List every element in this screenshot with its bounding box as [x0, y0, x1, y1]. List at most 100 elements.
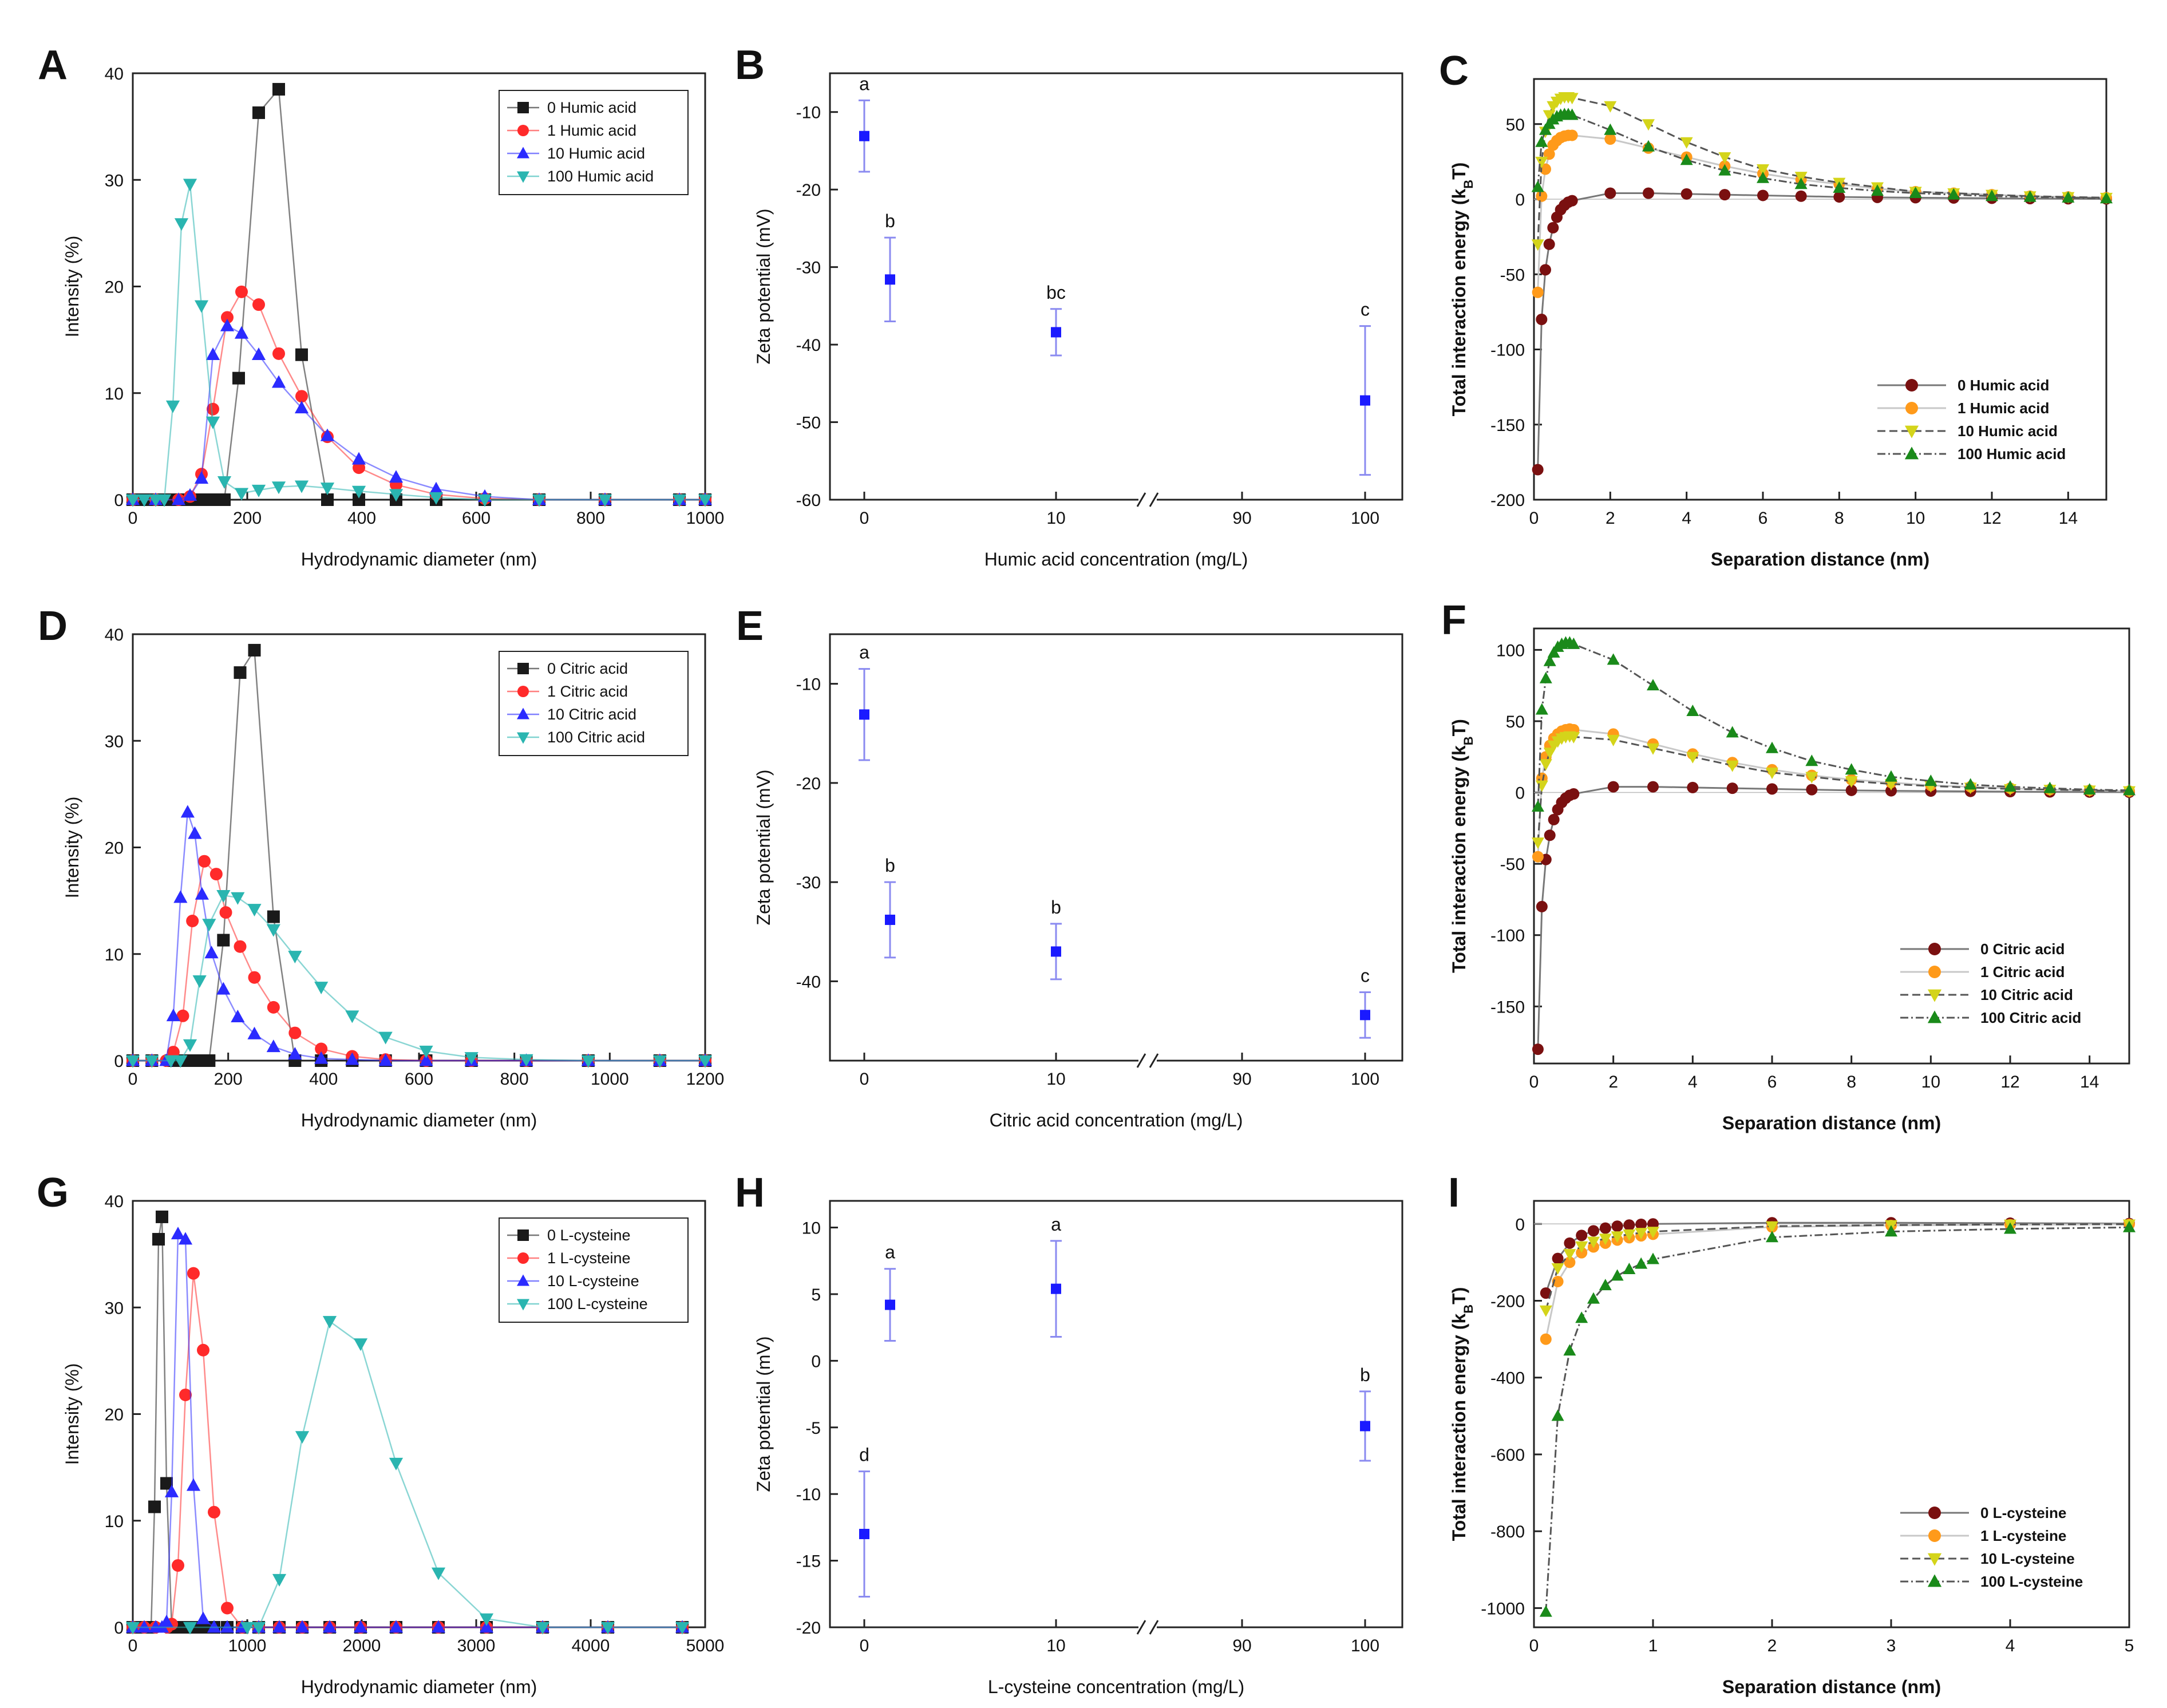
panel-E-point-marker [885, 914, 895, 925]
panel-G-legend-text: 1 L-cysteine [547, 1250, 631, 1267]
panel-D-point [216, 982, 231, 995]
panel-B-ytick-label: -50 [796, 414, 821, 433]
panel-A-legend-text: 0 Humic acid [547, 99, 636, 116]
panel-C-point [1531, 180, 1544, 192]
panel-A-xtick-label: 600 [462, 509, 491, 528]
panel-I-legend-text: 10 L-cysteine [1980, 1550, 2075, 1567]
panel-G-point [159, 1615, 174, 1628]
panel-G-xtick-label: 5000 [686, 1636, 725, 1655]
panel-F-xtick-label: 14 [2080, 1073, 2099, 1092]
panel-D-point [266, 1039, 280, 1053]
panel-C-legend-marker [1905, 402, 1918, 414]
panel-F-legend-text: 10 Citric acid [1980, 986, 2073, 1003]
panel-C-point [1643, 187, 1654, 199]
panel-G-xtick-label: 3000 [457, 1636, 496, 1655]
panel-C-point [1536, 190, 1548, 202]
panel-G-legend-text: 100 L-cysteine [547, 1295, 648, 1312]
panel-F-frame [1533, 627, 2130, 1065]
panel-C-point [1543, 238, 1555, 250]
panel-D-point [195, 887, 209, 900]
panel-I-point [1647, 1252, 1659, 1264]
panel-D-point [519, 1054, 533, 1067]
panel-C-xtick-label: 2 [1606, 509, 1615, 528]
panel-D-ytick-label: 0 [114, 1052, 124, 1071]
panel-D-point [314, 982, 329, 995]
panel-C-point [1535, 135, 1548, 147]
panel-B-xtick-label: 10 [1046, 509, 1065, 528]
panel-F-point [1607, 734, 1620, 746]
panel-D-point [193, 1054, 206, 1067]
panel-D-point [314, 1051, 329, 1064]
panel-G-point [431, 1620, 446, 1633]
panel-I-ytick-label: -800 [1490, 1523, 1525, 1541]
panel-A-ytick-label: 20 [105, 278, 124, 297]
panel-G-point [156, 1210, 168, 1223]
panel-E-xtick-label: 10 [1046, 1070, 1065, 1089]
panel-A-legend-marker [517, 102, 529, 113]
panel-F-point [1766, 741, 1778, 753]
panel-D-point [581, 1055, 595, 1068]
panel-E-ytick-label: -40 [796, 972, 821, 991]
panel-D-legend-marker [517, 686, 529, 697]
panel-F-point [1544, 829, 1556, 841]
panel-G-point [125, 1622, 140, 1635]
panel-A-series-1 [126, 285, 711, 506]
panel-F-point [1885, 770, 1897, 782]
panel-A-xtick-label: 1000 [686, 509, 725, 528]
panel-E-axis-break [1149, 1053, 1159, 1068]
panel-I-point [1539, 1605, 1552, 1617]
panel-F-point [1885, 785, 1897, 797]
panel-A-point [195, 493, 208, 506]
panel-A-point [218, 493, 231, 506]
panel-D-point [173, 1055, 188, 1068]
panel-C-legend-marker [1905, 379, 1918, 392]
panel-A-ytick-label: 0 [114, 491, 124, 510]
panel-D-point [186, 915, 199, 928]
panel-E-point-3: c [1359, 965, 1371, 1039]
panel-A-point [271, 375, 286, 388]
panel-D-legend-text: 1 Citric acid [547, 683, 628, 700]
panel-C-point [1833, 191, 1845, 203]
panel-H-ytick-label: 0 [811, 1352, 821, 1371]
panel-H-point-marker [859, 1529, 869, 1540]
panel-I-point [1540, 1287, 1552, 1299]
panel-D-legend-marker [517, 732, 529, 744]
panel-F-xtick-label: 2 [1608, 1073, 1618, 1092]
panel-B-point-1: b [884, 211, 896, 322]
panel-G-point [208, 1505, 220, 1519]
panel-A-point [294, 480, 309, 493]
panel-A-point [353, 493, 365, 506]
panel-C-ytick-label: -150 [1490, 416, 1525, 435]
panel-F-legend: 0 Citric acid 1 Citric acid 10 Citric acid… [1900, 940, 2081, 1026]
panel-A-point [272, 347, 285, 360]
panel-I-point [1564, 1256, 1576, 1268]
panel-A-point [321, 493, 334, 506]
panel-A-series-line [133, 325, 705, 501]
panel-F-point [1805, 754, 1818, 766]
panel-G-point [172, 1559, 184, 1572]
chart-D: D Hydrodynamic diameter (nm) Intensity (%)… [38, 603, 724, 1130]
panel-I-legend-text: 0 L-cysteine [1980, 1504, 2066, 1521]
panel-E-xtick-label: 0 [860, 1070, 869, 1089]
panel-C-series-3 [1531, 108, 2113, 204]
panel-A-ytick-label: 30 [105, 171, 124, 190]
panel-F-point [1607, 781, 1619, 793]
panel-E-frame [829, 633, 1403, 1062]
panel-I-xtick-label: 2 [1767, 1636, 1777, 1655]
panel-G-point [220, 1620, 235, 1633]
panel-E-point-2: b [1050, 897, 1062, 980]
panel-H-axis-break [1149, 1620, 1159, 1635]
panel-D-point [125, 1055, 140, 1068]
panel-F-point [1845, 784, 1857, 796]
panel-D-point [248, 643, 261, 657]
panel-A-ytick-label: 10 [105, 385, 124, 404]
panel-I-series-0 [1540, 1217, 2135, 1299]
panel-I-point [1611, 1269, 1624, 1281]
panel-H-significance-letter: d [859, 1445, 869, 1465]
panel-I-point [1587, 1236, 1600, 1248]
panel-G-point [160, 1477, 173, 1490]
panel-D-ytick-label: 30 [105, 732, 124, 751]
panel-E-point-marker [1360, 1010, 1370, 1021]
panel-A-point [320, 483, 335, 496]
